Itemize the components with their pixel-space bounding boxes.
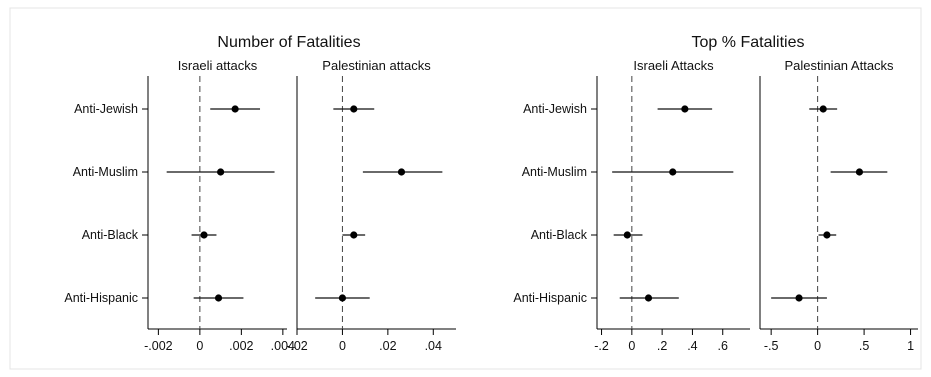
x-tick-label: .4	[687, 339, 697, 353]
point-estimate	[217, 168, 225, 176]
point-estimate	[669, 168, 677, 176]
x-tick-label: 0	[339, 339, 346, 353]
x-tick-label: .2	[657, 339, 667, 353]
category-label: Anti-Black	[82, 228, 139, 242]
point-estimate	[214, 294, 223, 302]
chart-title: Number of Fatalities	[217, 34, 360, 51]
point-estimate	[338, 294, 347, 302]
x-tick-label: .04	[425, 339, 442, 353]
panel-1: Israeli Attacks -.2 0 .2 .4 .6	[594, 58, 750, 353]
category-label: Anti-Jewish	[523, 102, 587, 116]
point-estimate	[681, 105, 689, 113]
point-estimate	[397, 168, 406, 176]
chart-root: Number of Fatalities Anti-Jewish Anti-Musl…	[64, 34, 918, 353]
category-label: Anti-Black	[531, 228, 588, 242]
point-estimate	[350, 105, 358, 113]
point-estimate	[855, 168, 864, 176]
category-label: Anti-Muslim	[73, 165, 138, 179]
x-tick-label: 0	[196, 339, 203, 353]
point-estimate	[350, 231, 358, 239]
chart-2: Top % Fatalities Anti-Jewish Anti-Muslim An…	[513, 34, 918, 353]
panel-1: Israeli attacks -.002 0 .002 .004	[144, 58, 295, 353]
point-estimate	[644, 294, 653, 302]
category-label: Anti-Hispanic	[64, 291, 138, 305]
point-estimate	[823, 231, 831, 239]
point-estimate	[623, 231, 631, 239]
x-tick-label: -.002	[144, 339, 173, 353]
point-estimate	[231, 105, 239, 113]
x-tick-label: .6	[718, 339, 728, 353]
x-tick-label: .004	[271, 339, 295, 353]
x-tick-label: .5	[859, 339, 869, 353]
point-estimate	[819, 105, 827, 113]
x-tick-label: -.02	[286, 339, 308, 353]
chart-title: Top % Fatalities	[692, 34, 805, 51]
point-estimate	[200, 231, 208, 239]
x-tick-label: 0	[628, 339, 635, 353]
panel-subtitle: Israeli Attacks	[633, 58, 714, 73]
x-tick-label: -.2	[594, 339, 609, 353]
chart-1: Number of Fatalities Anti-Jewish Anti-Musl…	[64, 34, 456, 353]
panel-2: Palestinian Attacks -.5 0 .5 1	[759, 58, 918, 353]
panel-subtitle: Palestinian attacks	[322, 58, 431, 73]
panel-2: Palestinian attacks -.02 0 .02 .04	[286, 58, 456, 353]
panel-subtitle: Israeli attacks	[178, 58, 258, 73]
figure-frame	[9, 7, 922, 370]
x-tick-label: 1	[907, 339, 914, 353]
panel-subtitle: Palestinian Attacks	[784, 58, 894, 73]
category-label: Anti-Muslim	[522, 165, 587, 179]
x-tick-label: 0	[814, 339, 821, 353]
x-tick-label: -.5	[764, 339, 779, 353]
category-label: Anti-Jewish	[74, 102, 138, 116]
point-estimate	[795, 294, 803, 302]
category-label: Anti-Hispanic	[513, 291, 587, 305]
x-tick-label: .02	[379, 339, 396, 353]
x-tick-label: .002	[229, 339, 253, 353]
